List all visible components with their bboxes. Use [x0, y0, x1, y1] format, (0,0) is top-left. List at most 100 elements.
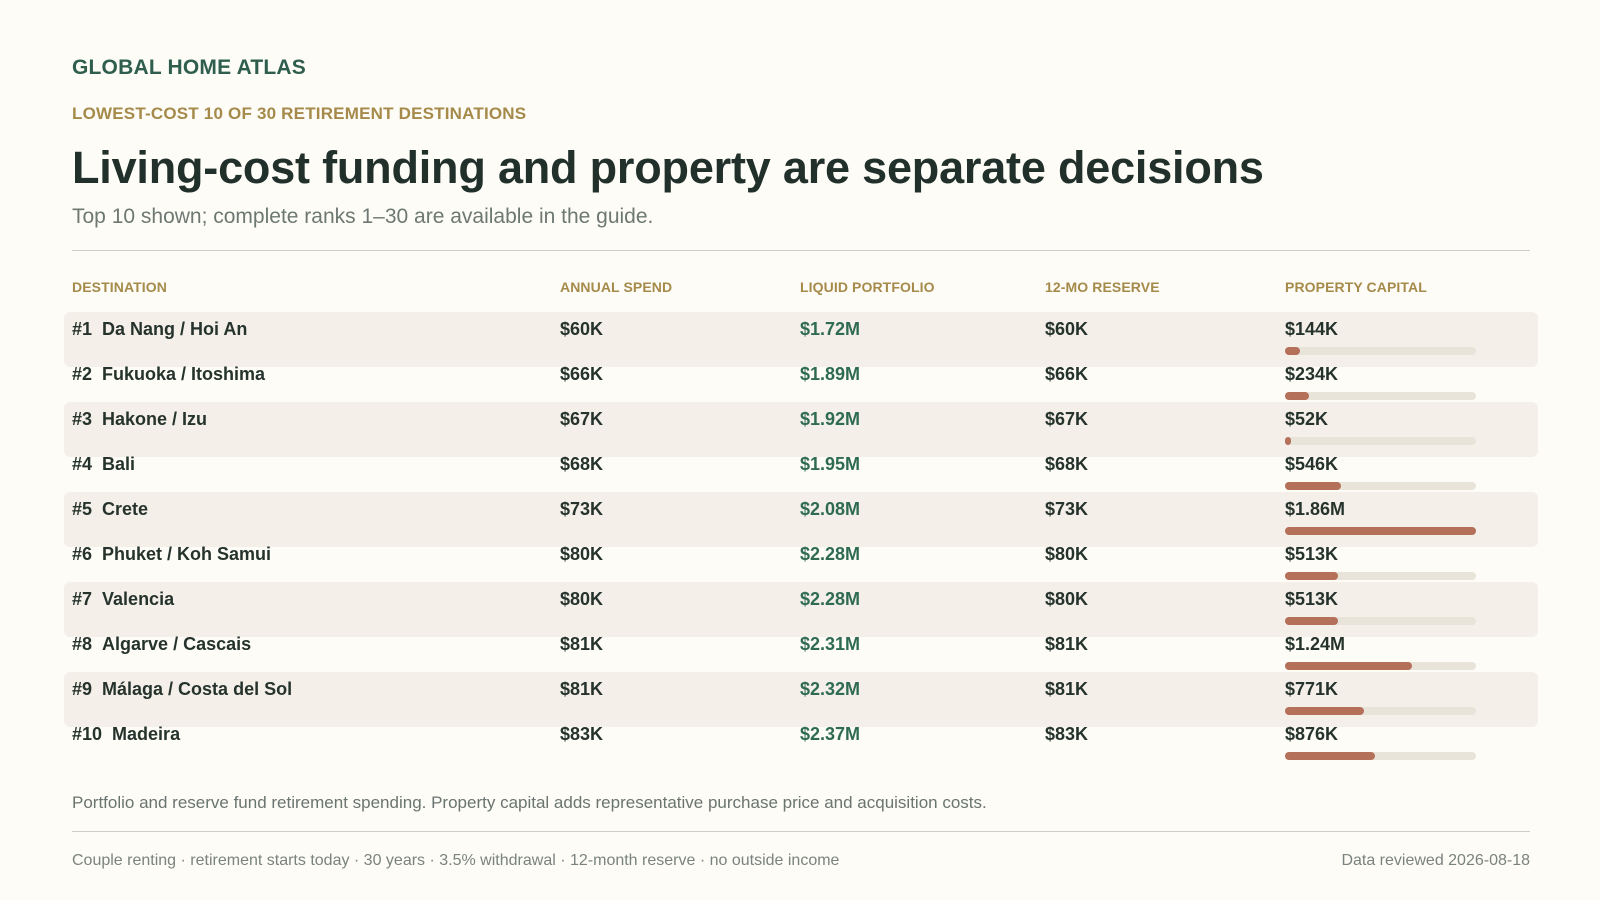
property-bar-track: [1285, 572, 1476, 580]
reserve-value: $73K: [1045, 499, 1089, 519]
bottom-divider: [72, 831, 1530, 832]
reserve-value: $83K: [1045, 724, 1089, 744]
annual-spend-value: $80K: [560, 544, 604, 564]
annual-spend-value: $81K: [560, 679, 604, 699]
liquid-portfolio-value: $2.28M: [800, 589, 861, 609]
rank-label: #5: [72, 499, 93, 519]
liquid-portfolio-value: $1.92M: [800, 409, 861, 429]
destination-name: Valencia: [102, 589, 175, 609]
column-header-property-capital: PROPERTY CAPITAL: [1285, 279, 1427, 295]
property-capital-value: $234K: [1285, 364, 1339, 384]
liquid-portfolio-value: $2.31M: [800, 634, 861, 654]
destination-name: Da Nang / Hoi An: [102, 319, 248, 339]
table-row: #3 Hakone / Izu $67K $1.92M $67K $52K: [64, 402, 1538, 457]
property-bar-track: [1285, 752, 1476, 760]
destination-name: Bali: [102, 454, 136, 474]
annual-spend-value: $60K: [560, 319, 604, 339]
table-row: #8 Algarve / Cascais $81K $2.31M $81K $1.24M: [64, 627, 1538, 682]
annual-spend-value: $81K: [560, 634, 604, 654]
table-row: #2 Fukuoka / Itoshima $66K $1.89M $66K $234K: [64, 357, 1538, 412]
destination-cell: #2 Fukuoka / Itoshima: [72, 364, 265, 385]
property-capital-value: $144K: [1285, 319, 1339, 339]
property-capital-value: $513K: [1285, 544, 1339, 564]
property-bar: [1285, 437, 1291, 445]
destination-name: Crete: [102, 499, 149, 519]
property-bar-track: [1285, 707, 1476, 715]
destination-cell: #10 Madeira: [72, 724, 180, 745]
reserve-value: $68K: [1045, 454, 1089, 474]
annual-spend-value: $73K: [560, 499, 604, 519]
destination-cell: #3 Hakone / Izu: [72, 409, 207, 430]
destination-cell: #6 Phuket / Koh Samui: [72, 544, 271, 565]
property-capital-value: $546K: [1285, 454, 1339, 474]
rank-label: #4: [72, 454, 93, 474]
property-capital-value: $876K: [1285, 724, 1339, 744]
rank-label: #2: [72, 364, 93, 384]
destination-name: Hakone / Izu: [102, 409, 208, 429]
rank-label: #10: [72, 724, 103, 744]
destination-cell: #1 Da Nang / Hoi An: [72, 319, 247, 340]
review-date: Data reviewed 2026-08-18: [1341, 852, 1530, 869]
property-bar: [1285, 527, 1476, 535]
page-subtitle: Top 10 shown; complete ranks 1–30 are av…: [72, 205, 654, 228]
property-bar: [1285, 662, 1412, 670]
kicker: LOWEST-COST 10 OF 30 RETIREMENT DESTINAT…: [72, 104, 527, 123]
property-bar: [1285, 572, 1338, 580]
liquid-portfolio-value: $2.32M: [800, 679, 861, 699]
table-row: #7 Valencia $80K $2.28M $80K $513K: [64, 582, 1538, 637]
reserve-value: $66K: [1045, 364, 1089, 384]
table-row: #4 Bali $68K $1.95M $68K $546K: [64, 447, 1538, 502]
liquid-portfolio-value: $1.95M: [800, 454, 861, 474]
liquid-portfolio-value: $2.28M: [800, 544, 861, 564]
column-header-destination: DESTINATION: [72, 279, 167, 295]
liquid-portfolio-value: $1.89M: [800, 364, 861, 384]
property-bar-track: [1285, 347, 1476, 355]
assumptions-text: Couple renting · retirement starts today…: [72, 852, 840, 869]
table-row: #5 Crete $73K $2.08M $73K $1.86M: [64, 492, 1538, 547]
property-bar: [1285, 392, 1309, 400]
table-row: #1 Da Nang / Hoi An $60K $1.72M $60K $144K: [64, 312, 1538, 367]
table-row: #6 Phuket / Koh Samui $80K $2.28M $80K $513K: [64, 537, 1538, 592]
reserve-value: $80K: [1045, 589, 1089, 609]
reserve-value: $81K: [1045, 679, 1089, 699]
table-row: #10 Madeira $83K $2.37M $83K $876K: [64, 717, 1538, 772]
destination-name: Málaga / Costa del Sol: [102, 679, 293, 699]
reserve-value: $67K: [1045, 409, 1089, 429]
destination-cell: #4 Bali: [72, 454, 135, 475]
annual-spend-value: $66K: [560, 364, 604, 384]
property-capital-value: $52K: [1285, 409, 1329, 429]
annual-spend-value: $80K: [560, 589, 604, 609]
column-header-reserve: 12-MO RESERVE: [1045, 279, 1160, 295]
rank-label: #3: [72, 409, 93, 429]
brand-name: GLOBAL HOME ATLAS: [72, 56, 307, 79]
footnote: Portfolio and reserve fund retirement sp…: [72, 793, 987, 812]
reserve-value: $81K: [1045, 634, 1089, 654]
property-capital-value: $771K: [1285, 679, 1339, 699]
destination-name: Madeira: [112, 724, 181, 744]
destination-name: Phuket / Koh Samui: [102, 544, 272, 564]
destination-cell: #7 Valencia: [72, 589, 174, 610]
reserve-value: $60K: [1045, 319, 1089, 339]
property-bar: [1285, 707, 1364, 715]
destination-cell: #5 Crete: [72, 499, 148, 520]
annual-spend-value: $67K: [560, 409, 604, 429]
destination-cell: #8 Algarve / Cascais: [72, 634, 251, 655]
destination-name: Algarve / Cascais: [102, 634, 252, 654]
annual-spend-value: $68K: [560, 454, 604, 474]
property-bar: [1285, 617, 1338, 625]
table-row: #9 Málaga / Costa del Sol $81K $2.32M $81K $7…: [64, 672, 1538, 727]
property-bar-track: [1285, 617, 1476, 625]
page: GLOBAL HOME ATLAS LOWEST-COST 10 OF 30 R…: [64, 0, 1538, 900]
property-bar: [1285, 752, 1375, 760]
destination-cell: #9 Málaga / Costa del Sol: [72, 679, 292, 700]
rank-label: #9: [72, 679, 93, 699]
property-capital-value: $1.24M: [1285, 634, 1346, 654]
column-header-liquid-portfolio: LIQUID PORTFOLIO: [800, 279, 935, 295]
liquid-portfolio-value: $2.08M: [800, 499, 861, 519]
property-bar-track: [1285, 392, 1476, 400]
property-bar-track: [1285, 482, 1476, 490]
property-capital-value: $1.86M: [1285, 499, 1346, 519]
property-bar-track: [1285, 437, 1476, 445]
rank-label: #8: [72, 634, 93, 654]
property-bar-track: [1285, 662, 1476, 670]
